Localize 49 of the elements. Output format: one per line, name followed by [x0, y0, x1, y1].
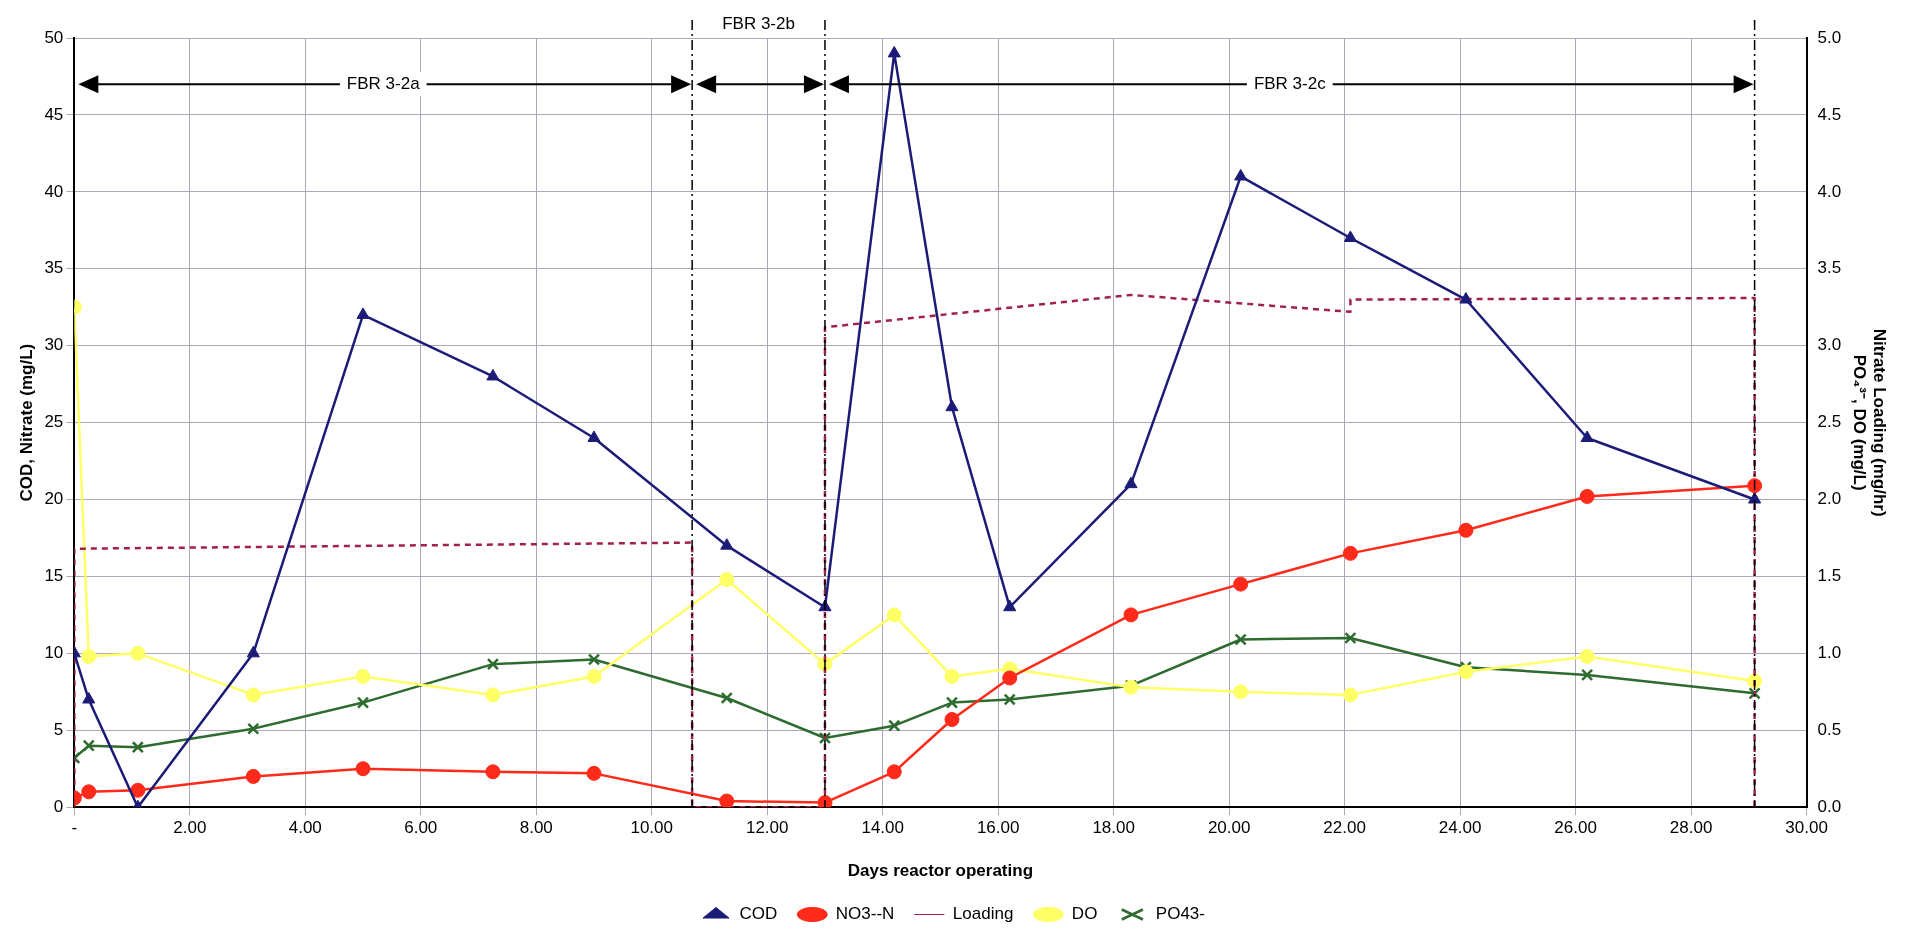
- y2-tick-label: 4.0: [1817, 181, 1842, 201]
- y2-tick-label: 2.5: [1817, 412, 1842, 432]
- y2-axis-title: Nitrate Loading (mg/hr) PO₄³⁻, DO (mg/L): [1849, 328, 1890, 517]
- x-tick-label: 28.00: [1669, 818, 1713, 838]
- x-tick-label: 10.00: [630, 818, 673, 838]
- x-tick-label: 18.00: [1092, 818, 1135, 838]
- legend-label: Loading: [952, 904, 1014, 924]
- y-tick-label: 25: [44, 412, 64, 432]
- legend-label: COD: [739, 904, 778, 924]
- y2-tick-label: 0.5: [1817, 719, 1842, 739]
- x-tick-label: 26.00: [1554, 818, 1597, 838]
- y2-tick-label: 5.0: [1817, 27, 1842, 47]
- y-tick-label: 50: [44, 27, 64, 47]
- y2-tick-label: 1.0: [1817, 643, 1842, 663]
- y2-tick-label: 1.5: [1817, 566, 1842, 586]
- x-tick-label: 16.00: [976, 818, 1020, 838]
- y2-tick-label: 2.0: [1817, 489, 1842, 509]
- x-tick-label: 24.00: [1438, 818, 1482, 838]
- legend-label: NO3--N: [835, 904, 895, 924]
- x-tick-label: 20.00: [1207, 818, 1251, 838]
- y2-tick-label: 3.5: [1817, 258, 1842, 278]
- x-tick-label: 14.00: [861, 818, 904, 838]
- x-tick-label: 22.00: [1323, 818, 1366, 838]
- y-tick-label: 0: [53, 796, 64, 816]
- legend-label: PO43-: [1155, 904, 1205, 924]
- y2-tick-label: 0.0: [1817, 796, 1842, 816]
- y-tick-label: 15: [44, 566, 64, 586]
- y-tick-label: 5: [53, 719, 64, 739]
- y-tick-label: 10: [44, 643, 64, 663]
- y2-tick-label: 4.5: [1817, 104, 1842, 124]
- x-tick-label: 12.00: [745, 818, 789, 838]
- text: FBR 3-2b: [722, 13, 795, 33]
- y-tick-label: 35: [44, 258, 64, 278]
- x-tick-label: 8.00: [519, 818, 553, 838]
- y-tick-label: 40: [44, 181, 64, 201]
- y-tick-label: 45: [44, 104, 64, 124]
- x-tick-label: 2.00: [173, 818, 207, 838]
- y2-tick-label: 3.0: [1817, 335, 1842, 355]
- annotation: FBR 3-2a: [346, 73, 421, 93]
- x-axis-title: Days reactor operating: [847, 861, 1034, 881]
- x-tick-label: 4.00: [288, 818, 322, 838]
- y-tick-label: 30: [44, 335, 64, 355]
- x-tick-label: 30.00: [1785, 818, 1828, 838]
- legend-label: DO: [1071, 904, 1098, 924]
- y-tick-label: 20: [44, 489, 64, 509]
- x-tick-label: 6.00: [404, 818, 438, 838]
- x-tick-label: -: [71, 818, 78, 838]
- annotation: FBR 3-2c: [1253, 73, 1327, 93]
- y-axis-title: COD, Nitrate (mg/L): [16, 343, 36, 502]
